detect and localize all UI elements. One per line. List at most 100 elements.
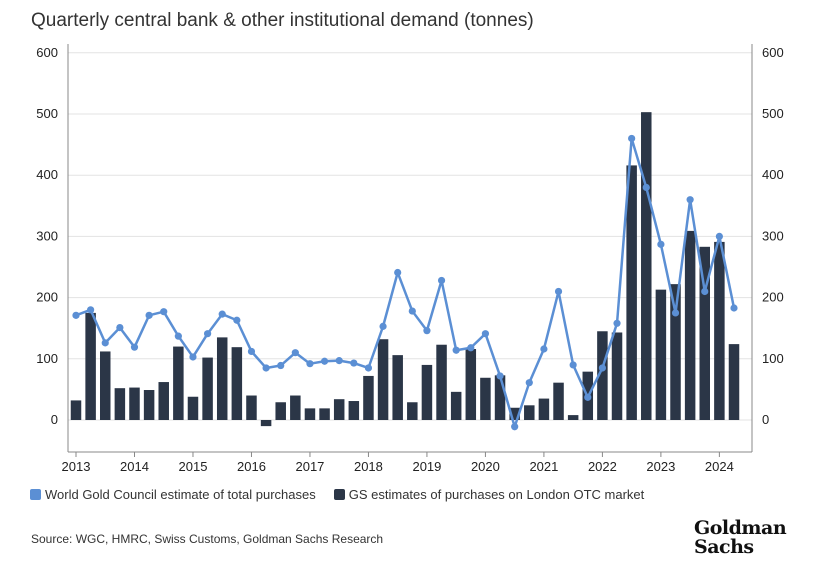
- line-point: [715, 232, 723, 240]
- y-tick-label-right: 500: [762, 106, 784, 121]
- line-point: [87, 306, 95, 314]
- line-point: [291, 349, 299, 357]
- x-tick-label: 2015: [179, 459, 208, 474]
- line-point: [277, 361, 285, 370]
- right-y-axis: 0 100 200 300 400 500 600: [762, 45, 784, 427]
- bar: [714, 241, 725, 420]
- x-tick-label: 2023: [646, 459, 675, 474]
- source-note: Source: WGC, HMRC, Swiss Customs, Goldma…: [31, 532, 384, 546]
- goldman-sachs-logo: Goldman Sachs: [694, 517, 787, 557]
- bar: [670, 284, 681, 420]
- x-tick-label: 2019: [412, 459, 441, 474]
- left-y-axis: 0 100 200 300 400 500 600: [36, 45, 58, 427]
- legend-swatch-bar: [333, 489, 345, 500]
- bar: [524, 405, 535, 420]
- line-point: [730, 304, 738, 312]
- line-point: [408, 307, 416, 315]
- line-point: [218, 310, 226, 318]
- bar: [450, 391, 462, 420]
- bar: [538, 398, 550, 420]
- y-tick-label-right: 100: [762, 351, 784, 366]
- line-point: [584, 393, 592, 401]
- y-tick-label-right: 0: [762, 412, 769, 427]
- bar-series: [70, 112, 740, 427]
- line-point: [394, 268, 402, 277]
- y-tick-label-right: 400: [762, 167, 784, 182]
- y-tick-label-right: 200: [762, 290, 784, 305]
- bar: [158, 382, 169, 420]
- y-tick-label-left: 600: [36, 45, 58, 60]
- y-tick-label-left: 300: [36, 228, 58, 243]
- line-point: [657, 240, 665, 248]
- y-tick-label-left: 100: [36, 351, 58, 366]
- line-point: [540, 345, 548, 353]
- bar: [363, 375, 374, 420]
- bar: [509, 407, 520, 420]
- line-point: [174, 332, 182, 340]
- bar: [333, 399, 345, 420]
- logo-line-1: Goldman: [694, 517, 787, 539]
- line-point: [481, 330, 490, 338]
- bar: [99, 351, 111, 420]
- line-point: [423, 327, 431, 335]
- line-point: [701, 287, 709, 296]
- line-point: [247, 347, 256, 356]
- bar: [684, 230, 696, 420]
- line-point: [569, 361, 577, 369]
- bar: [597, 331, 608, 420]
- line-point: [204, 330, 212, 338]
- legend-swatch-line: [30, 489, 41, 500]
- legend-item-wgc: World Gold Council estimate of total pur…: [30, 487, 316, 502]
- line-point: [364, 364, 373, 372]
- bar: [611, 332, 623, 420]
- y-tick-label-left: 500: [36, 106, 58, 121]
- line-point: [72, 311, 80, 319]
- x-tick-label: 2021: [529, 459, 558, 474]
- line-point: [320, 357, 329, 365]
- line-series: [72, 134, 738, 431]
- bar: [173, 346, 184, 420]
- bar: [641, 112, 652, 420]
- line-point: [306, 360, 314, 368]
- bar: [728, 344, 740, 420]
- x-tick-label: 2024: [705, 459, 734, 474]
- bar: [304, 408, 316, 420]
- bar: [421, 364, 433, 420]
- legend-label-wgc: World Gold Council estimate of total pur…: [45, 487, 316, 502]
- wgc-line: [75, 137, 736, 428]
- bar: [70, 400, 82, 420]
- line-point: [613, 319, 621, 327]
- line-point: [116, 323, 124, 332]
- y-tick-label-right: 600: [762, 45, 784, 60]
- line-point: [335, 357, 343, 365]
- line-point: [598, 364, 607, 372]
- bar: [187, 396, 199, 420]
- x-tick-label: 2020: [471, 459, 500, 474]
- bar: [392, 355, 403, 420]
- bar: [231, 347, 243, 420]
- bar: [129, 387, 140, 420]
- bar: [436, 344, 447, 420]
- line-point: [525, 379, 533, 387]
- x-tick-label: 2022: [588, 459, 617, 474]
- bar: [216, 337, 228, 420]
- bar: [465, 349, 477, 420]
- bar: [407, 402, 418, 420]
- line-point: [554, 287, 563, 296]
- line-point: [467, 344, 475, 352]
- line-point: [511, 423, 519, 431]
- bar: [246, 395, 257, 420]
- line-point: [686, 196, 694, 204]
- line-point: [628, 134, 636, 143]
- bar: [480, 377, 491, 420]
- line-point: [145, 311, 153, 319]
- x-tick-label: 2014: [120, 459, 149, 474]
- legend-label-gs: GS estimates of purchases on London OTC …: [348, 487, 645, 502]
- bar: [626, 165, 637, 420]
- line-point: [262, 364, 270, 372]
- x-tick-label: 2016: [237, 459, 266, 474]
- line-point: [160, 308, 168, 316]
- line-point: [233, 316, 241, 324]
- bar: [260, 420, 272, 427]
- x-tick-label: 2017: [295, 459, 324, 474]
